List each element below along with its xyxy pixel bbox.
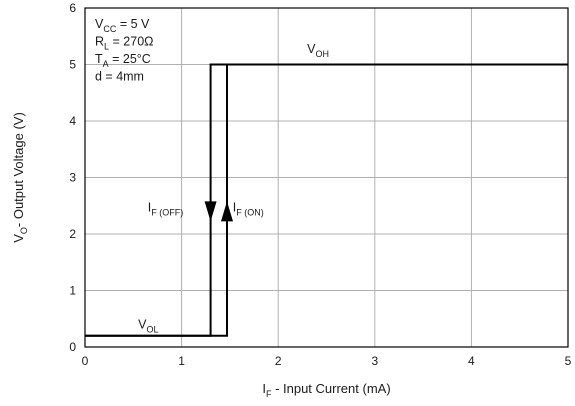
x-tick-label-1: 1 <box>178 354 185 368</box>
annotation-0-sub: OH <box>316 49 330 59</box>
annotation-2: IF (OFF) <box>148 200 183 217</box>
x-axis-label-sub: F <box>266 389 272 399</box>
condition-line-0: VCC = 5 V <box>95 17 150 34</box>
series-group <box>85 63 568 337</box>
annotation-2-sub: F (OFF) <box>151 207 183 217</box>
y-tick-label-3: 3 <box>69 171 76 185</box>
y-axis-label: VO- Output Voltage (V) <box>11 112 29 243</box>
x-tick-labels: 0 1 2 3 4 5 <box>82 354 572 368</box>
annotation-1: VOL <box>138 317 158 334</box>
y-tick-label-2: 2 <box>69 227 76 241</box>
condition-line-2-main: T <box>95 52 103 66</box>
x-axis-label: IF - Input Current (mA) <box>262 381 390 399</box>
annotation-3-sub: F (ON) <box>236 207 264 217</box>
x-tick-label-4: 4 <box>468 354 475 368</box>
y-axis-label-sub: O <box>19 227 29 234</box>
y-axis-label-rest: - Output Voltage (V) <box>11 112 26 227</box>
arrow-down-icon <box>204 201 217 222</box>
x-tick-label-5: 5 <box>565 354 572 368</box>
condition-line-1-sub: L <box>104 42 109 52</box>
y-tick-label-0: 0 <box>69 340 76 354</box>
series-line-0 <box>85 63 568 337</box>
axis-labels: IF - Input Current (mA)VO- Output Voltag… <box>11 112 391 399</box>
condition-line-0-main: V <box>95 17 104 31</box>
condition-line-0-sub: CC <box>103 24 116 34</box>
y-tick-label-5: 5 <box>69 58 76 72</box>
x-axis-label-rest: - Input Current (mA) <box>271 381 390 396</box>
x-tick-label-2: 2 <box>275 354 282 368</box>
condition-line-0-rest: = 5 V <box>116 17 150 31</box>
annotation-3-main: I <box>233 200 236 214</box>
series-line-1 <box>85 63 568 337</box>
y-tick-labels: 0 1 2 3 4 5 6 <box>69 1 76 354</box>
condition-line-1-rest: = 270Ω <box>109 35 153 49</box>
annotation-1-sub: OL <box>146 324 158 334</box>
annotation-2-main: I <box>148 200 151 214</box>
x-tick-label-0: 0 <box>82 354 89 368</box>
condition-line-1: RL = 270Ω <box>95 35 154 52</box>
condition-line-2: TA = 25°C <box>95 52 151 69</box>
plot-border <box>84 7 569 348</box>
annotation-1-main: V <box>138 317 147 331</box>
condition-line-2-rest: = 25°C <box>109 52 151 66</box>
y-axis-label-main: V <box>11 234 26 243</box>
annotation-0-main: V <box>307 42 316 56</box>
annotation-0: VOH <box>307 42 329 59</box>
x-tick-label-3: 3 <box>371 354 378 368</box>
annotation-3: IF (ON) <box>233 200 264 217</box>
condition-line-2-sub: A <box>103 59 109 69</box>
y-tick-label-6: 6 <box>69 1 76 15</box>
plot-frame <box>84 7 569 348</box>
y-tick-label-1: 1 <box>69 284 76 298</box>
x-axis-label-main: I <box>262 381 266 396</box>
arrow-up-icon <box>221 201 234 222</box>
y-tick-label-4: 4 <box>69 114 76 128</box>
condition-line-3: d = 4mm <box>95 70 144 84</box>
condition-line-3-main: d = 4mm <box>95 70 144 84</box>
condition-line-1-main: R <box>95 35 104 49</box>
